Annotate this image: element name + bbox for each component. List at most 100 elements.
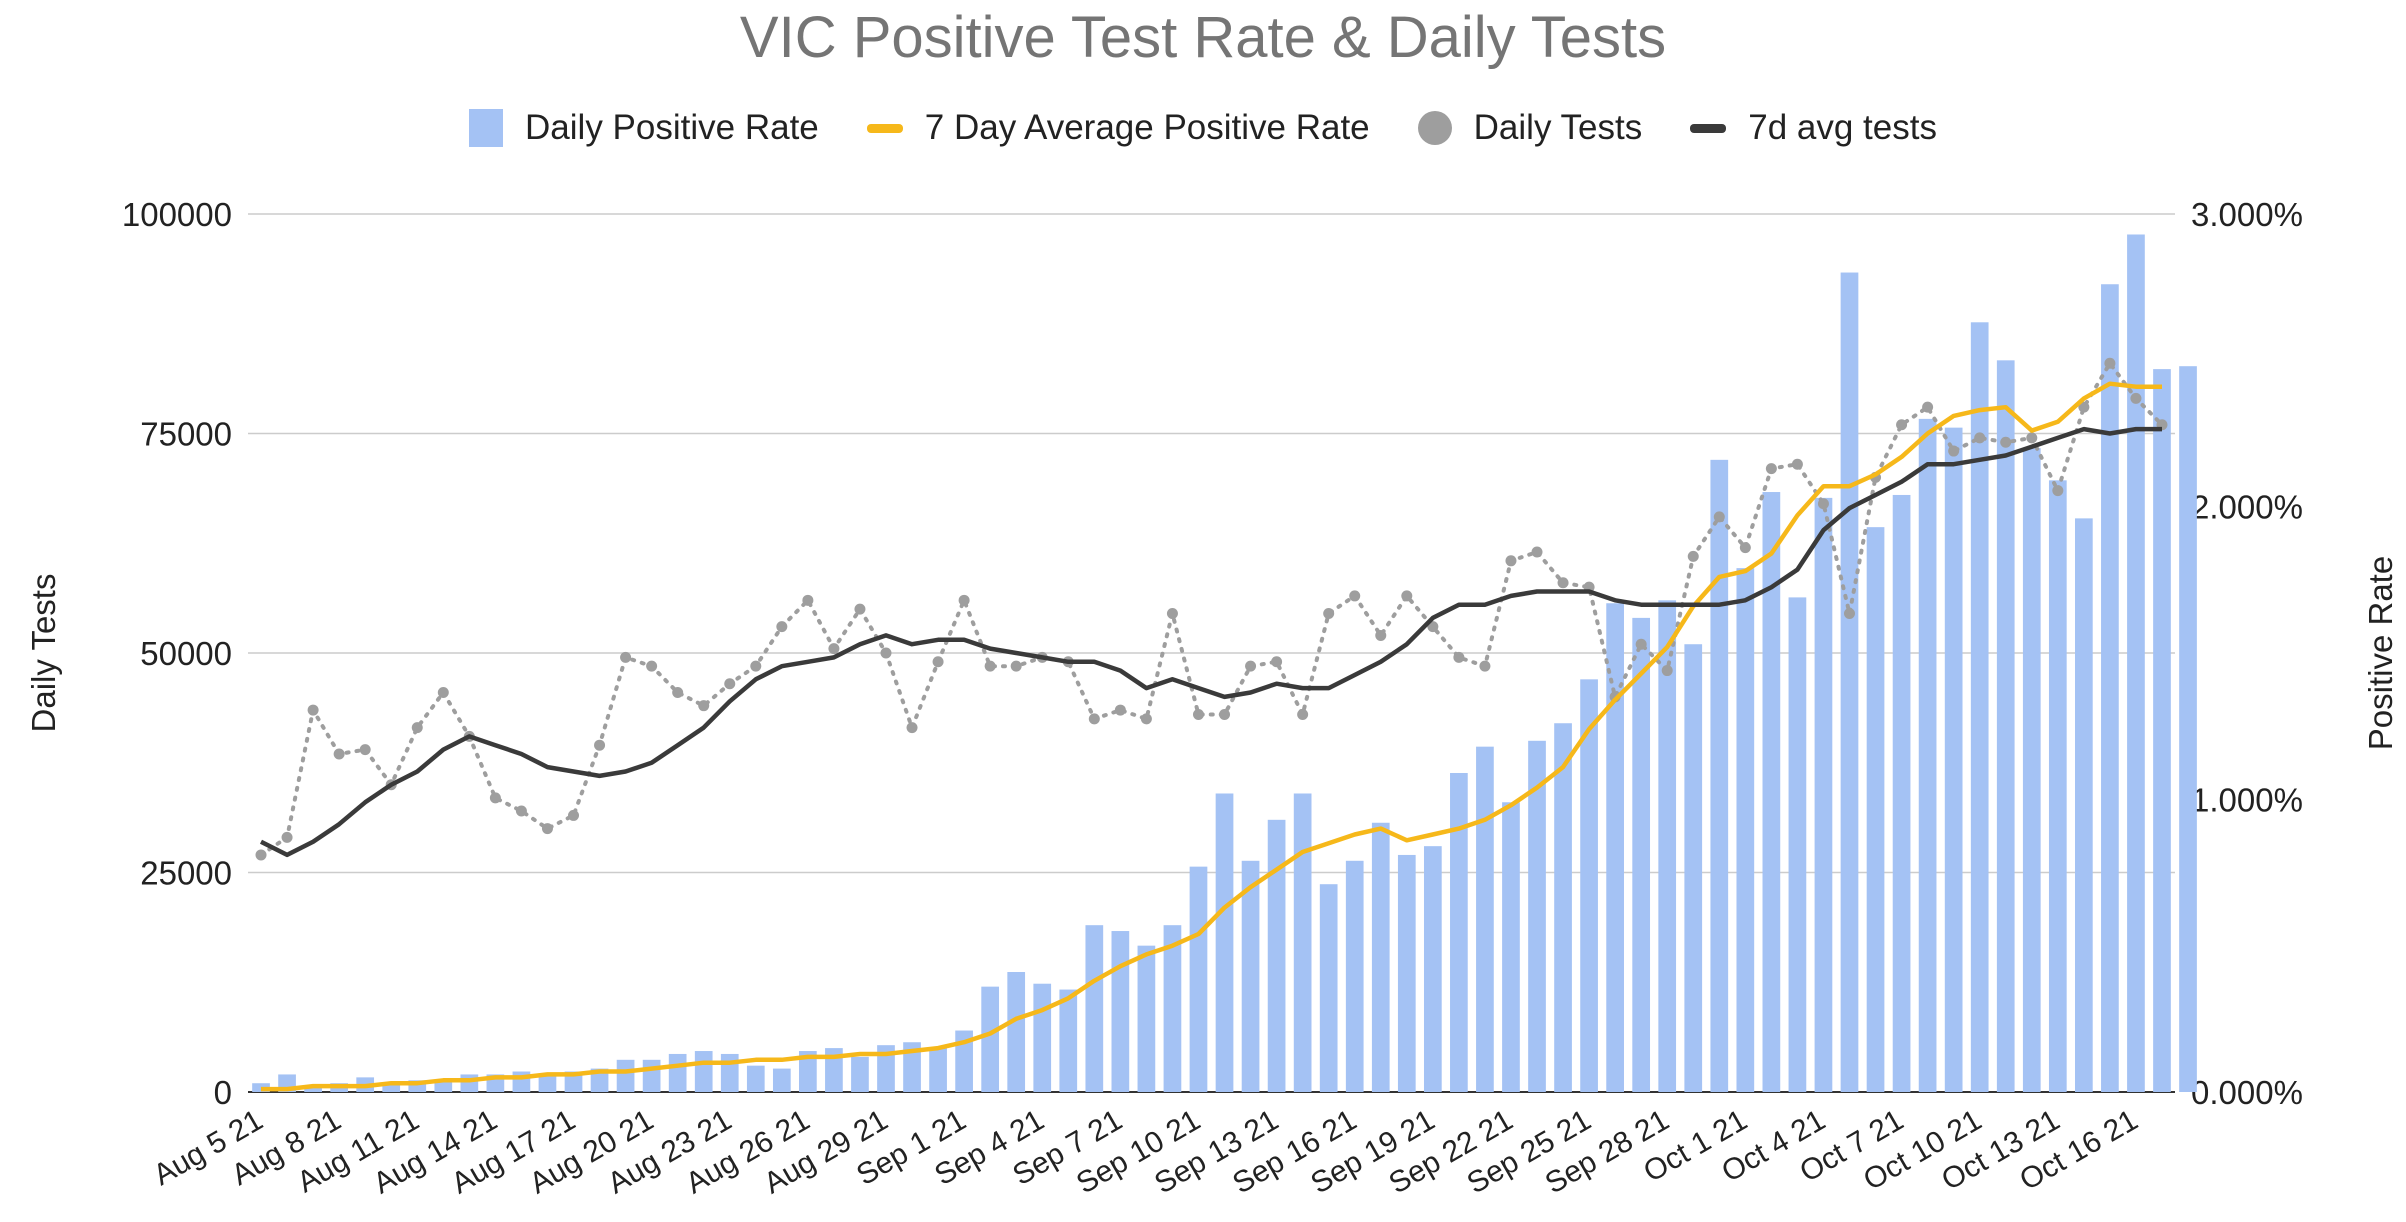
bar-daily-positive-rate	[1423, 846, 1442, 1092]
bar-daily-positive-rate	[304, 1086, 322, 1092]
point-daily-tests	[1427, 621, 1439, 633]
point-daily-tests	[1010, 660, 1022, 672]
bar-daily-positive-rate	[981, 986, 1000, 1092]
legend-swatch-line-icon	[866, 123, 903, 133]
point-daily-tests	[932, 656, 944, 668]
point-daily-tests	[1713, 511, 1725, 523]
bar-daily-positive-rate	[1397, 854, 1416, 1092]
bar-daily-positive-rate	[1632, 617, 1651, 1092]
point-daily-tests	[255, 849, 267, 861]
bar-daily-positive-rate	[2075, 518, 2093, 1092]
bar-daily-positive-rate	[1606, 603, 1624, 1092]
point-daily-tests	[1974, 432, 1986, 444]
point-daily-tests	[411, 722, 423, 734]
bar-daily-positive-rate	[1345, 860, 1364, 1092]
point-daily-tests	[2000, 436, 2012, 448]
point-daily-tests	[1505, 555, 1517, 567]
point-daily-tests	[1297, 708, 1309, 720]
bar-daily-positive-rate	[903, 1042, 921, 1092]
bar-daily-positive-rate	[1762, 492, 1781, 1092]
point-daily-tests	[646, 660, 658, 672]
point-daily-tests	[1896, 419, 1908, 431]
legend-item-7day-avg-positive-rate[interactable]: 7 Day Average Positive Rate	[866, 108, 1370, 148]
bar-daily-positive-rate	[2022, 448, 2041, 1093]
point-daily-tests	[1635, 638, 1647, 650]
right-axis-tick-label: 0.000%	[2191, 1074, 2303, 1111]
point-daily-tests	[281, 831, 293, 843]
right-axis-tick-label: 1.000%	[2191, 781, 2303, 818]
point-daily-tests	[1922, 401, 1934, 413]
left-axis-tick-label: 75000	[140, 416, 232, 453]
point-daily-tests	[1271, 656, 1283, 668]
point-daily-tests	[828, 643, 840, 655]
point-daily-tests	[1140, 713, 1152, 725]
bar-daily-positive-rate	[1476, 746, 1494, 1092]
line-7day-avg-positive-rate	[261, 381, 2162, 1092]
bar-daily-positive-rate	[1944, 427, 1963, 1092]
legend-label: 7d avg tests	[1748, 108, 1937, 147]
bar-daily-positive-rate	[1684, 644, 1703, 1092]
bar-daily-positive-rate	[1085, 925, 1104, 1092]
point-daily-tests	[594, 739, 606, 751]
bar-daily-positive-rate	[1189, 866, 1208, 1092]
chart-title: VIC Positive Test Rate & Daily Tests	[739, 5, 1667, 70]
bar-daily-positive-rate	[877, 1045, 895, 1092]
bar-daily-positive-rate	[1137, 945, 1156, 1092]
legend-label: 7 Day Average Positive Rate	[924, 108, 1370, 147]
bar-daily-positive-rate	[2153, 369, 2171, 1092]
bar-daily-positive-rate	[1658, 600, 1677, 1092]
bar-daily-positive-rate	[460, 1074, 479, 1092]
line-7d-avg-tests	[259, 426, 2162, 858]
point-daily-tests	[2130, 392, 2142, 404]
bar-daily-positive-rate	[616, 1059, 635, 1092]
legend-swatch-line-icon	[1690, 123, 1727, 133]
point-daily-tests	[1817, 498, 1829, 510]
bar-daily-positive-rate	[1371, 822, 1390, 1092]
legend-item-daily-positive-rate[interactable]: Daily Positive Rate	[469, 108, 819, 148]
legend-item-7d-avg-tests[interactable]: 7d avg tests	[1690, 108, 1937, 148]
bar-daily-positive-rate	[772, 1068, 791, 1092]
right-axis-title: Positive Rate	[2362, 556, 2399, 750]
point-daily-tests	[1661, 665, 1673, 677]
bar-daily-positive-rate	[1059, 989, 1078, 1092]
point-daily-tests	[1349, 590, 1361, 602]
point-daily-tests	[1479, 660, 1491, 672]
bar-daily-positive-rate	[642, 1059, 661, 1092]
legend-item-daily-tests[interactable]: Daily Tests	[1417, 108, 1642, 148]
bar-daily-positive-rate	[1033, 983, 1052, 1092]
left-axis-tick-label: 0	[214, 1074, 232, 1111]
point-daily-tests	[489, 792, 501, 804]
point-daily-tests	[776, 621, 788, 633]
point-daily-tests	[2052, 485, 2064, 497]
point-daily-tests	[1739, 542, 1751, 554]
point-daily-tests	[1557, 577, 1569, 589]
point-daily-tests	[1245, 660, 1257, 672]
bar-daily-positive-rate	[1293, 793, 1312, 1092]
point-daily-tests	[359, 744, 371, 756]
bar-daily-positive-rate	[1866, 527, 1885, 1092]
bar-daily-positive-rate	[851, 1056, 869, 1092]
bar-daily-positive-rate	[590, 1068, 609, 1092]
point-daily-tests	[307, 704, 319, 716]
left-axis-tick-label: 100000	[122, 196, 232, 233]
point-daily-tests	[1114, 704, 1126, 716]
point-daily-tests	[854, 603, 866, 615]
bar-daily-positive-rate	[1840, 272, 1859, 1092]
point-daily-tests	[1219, 708, 1231, 720]
bar-daily-positive-rate	[720, 1053, 739, 1092]
point-daily-tests	[1453, 651, 1465, 663]
bar-daily-positive-rate	[538, 1074, 557, 1092]
legend-swatch-dot-icon	[1417, 111, 1452, 145]
bar-daily-positive-rate	[2179, 366, 2197, 1093]
point-daily-tests	[1687, 550, 1699, 562]
point-daily-tests	[333, 748, 345, 760]
bar-daily-positive-rate	[1918, 418, 1937, 1092]
point-daily-tests	[437, 687, 449, 699]
point-daily-tests	[1192, 708, 1204, 720]
legend-label: Daily Positive Rate	[525, 108, 819, 147]
point-daily-tests	[1401, 590, 1413, 602]
point-daily-tests	[620, 651, 632, 663]
point-daily-tests	[672, 687, 684, 699]
point-daily-tests	[698, 700, 710, 712]
bar-daily-positive-rate	[1528, 740, 1546, 1092]
